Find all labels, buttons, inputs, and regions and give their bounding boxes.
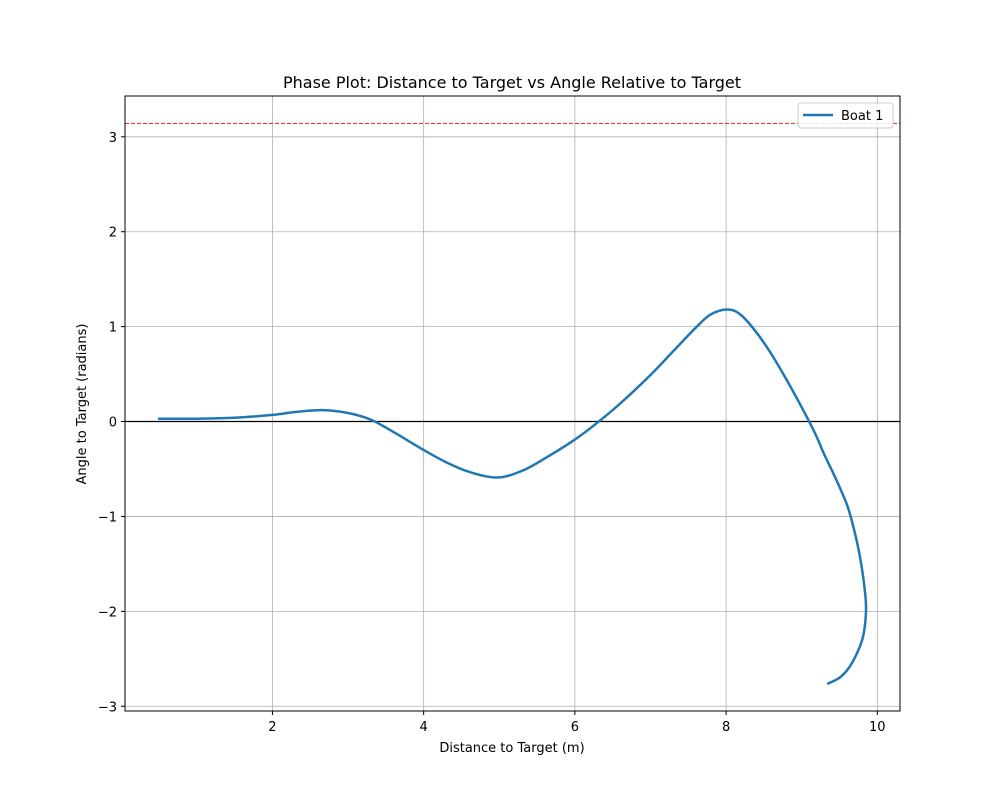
y-tick-label: 2 xyxy=(109,226,117,241)
series-layer xyxy=(157,308,868,685)
legend-box xyxy=(797,102,894,129)
series-line-boat-1 xyxy=(157,308,868,685)
axis-ticks: 2 4 6 8 10 −3 −2 −1 0 1 2 3 xyxy=(98,131,886,735)
chart-title: Phase Plot: Distance to Target vs Angle … xyxy=(283,73,741,92)
x-tick-label: 2 xyxy=(268,720,276,735)
y-tick-label: −3 xyxy=(98,700,117,715)
x-tick-label: 6 xyxy=(571,720,579,735)
plot-frame xyxy=(124,95,901,712)
y-tick-label: −1 xyxy=(98,510,117,525)
y-tick-label: 1 xyxy=(109,321,117,336)
y-tick-label: −2 xyxy=(98,605,117,620)
legend-label-boat-1: Boat 1 xyxy=(841,109,883,124)
x-tick-label: 10 xyxy=(869,720,886,735)
x-axis-label: Distance to Target (m) xyxy=(439,741,584,756)
reference-lines xyxy=(125,122,900,423)
x-tick-label: 8 xyxy=(722,720,730,735)
y-tick-label: 0 xyxy=(109,416,117,431)
y-axis-label: Angle to Target (radians) xyxy=(75,324,90,485)
y-tick-label: 3 xyxy=(109,131,117,146)
legend: Boat 1 xyxy=(797,102,894,129)
x-tick-label: 4 xyxy=(420,720,428,735)
